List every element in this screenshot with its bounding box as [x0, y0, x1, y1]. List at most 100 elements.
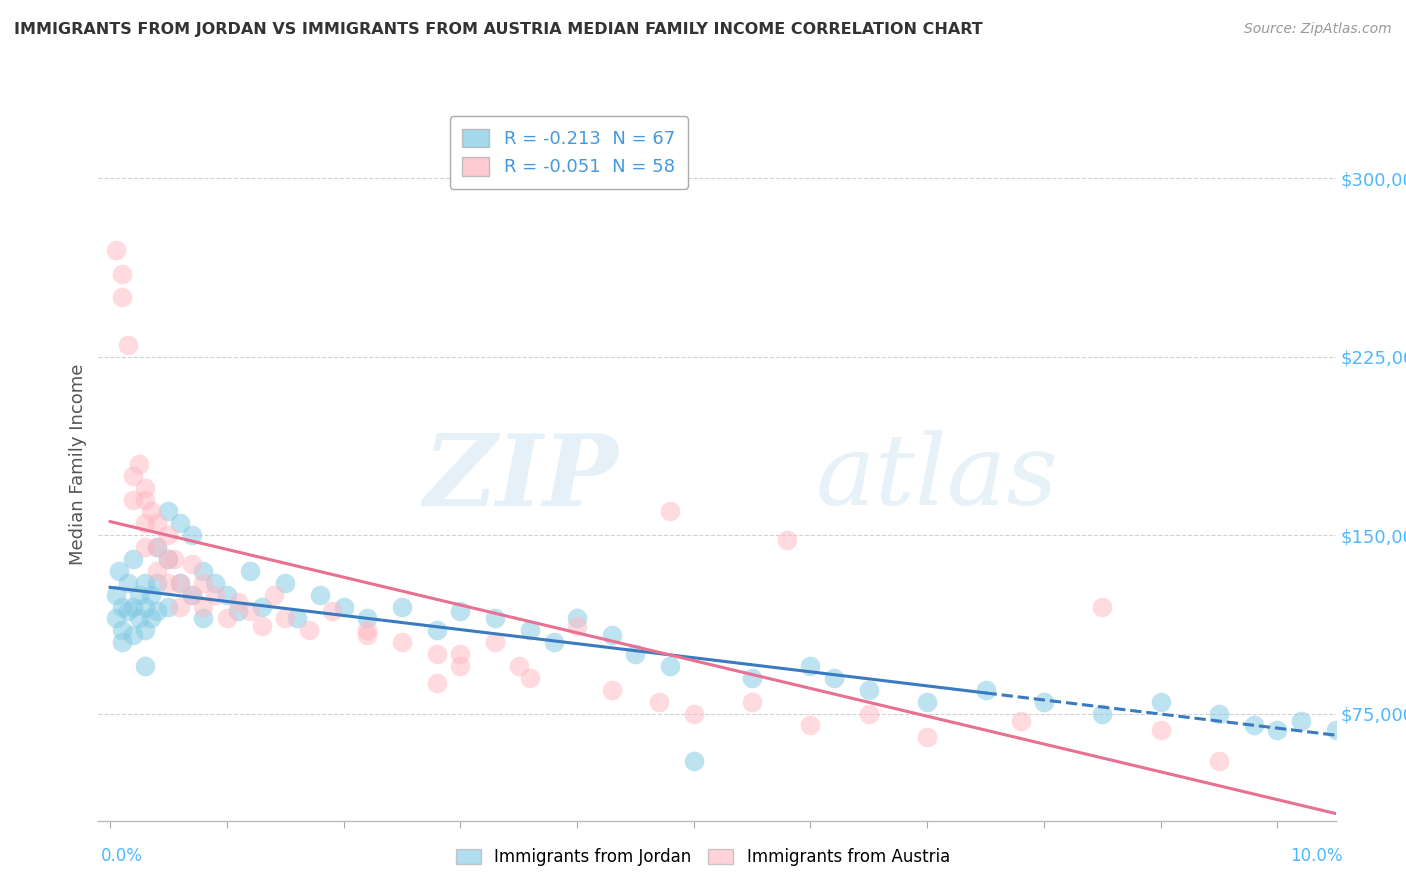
Point: [449, 604, 471, 618]
Point: [1010, 714, 1032, 728]
Point: [285, 611, 308, 625]
Point: [193, 564, 215, 578]
Point: [111, 290, 134, 304]
Point: [274, 611, 297, 625]
Point: [134, 481, 156, 495]
Point: [1091, 599, 1114, 614]
Text: 10.0%: 10.0%: [1291, 847, 1343, 865]
Point: [134, 575, 156, 590]
Point: [1289, 714, 1312, 728]
Point: [157, 599, 180, 614]
Point: [215, 588, 238, 602]
Point: [741, 671, 763, 685]
Point: [297, 624, 319, 638]
Point: [449, 659, 471, 673]
Point: [104, 611, 127, 625]
Point: [228, 604, 250, 618]
Point: [139, 588, 162, 602]
Point: [193, 611, 215, 625]
Point: [134, 516, 156, 531]
Point: [122, 492, 145, 507]
Point: [1208, 706, 1230, 721]
Point: [146, 540, 169, 554]
Point: [128, 457, 150, 471]
Point: [565, 618, 588, 632]
Point: [111, 624, 134, 638]
Point: [321, 604, 343, 618]
Point: [250, 599, 273, 614]
Point: [659, 659, 682, 673]
Point: [1032, 695, 1054, 709]
Point: [146, 564, 169, 578]
Point: [659, 504, 682, 518]
Point: [157, 552, 180, 566]
Point: [1265, 723, 1288, 738]
Point: [180, 588, 202, 602]
Legend: Immigrants from Jordan, Immigrants from Austria: Immigrants from Jordan, Immigrants from …: [447, 840, 959, 875]
Point: [508, 659, 530, 673]
Point: [1149, 723, 1171, 738]
Point: [134, 599, 156, 614]
Point: [391, 599, 413, 614]
Text: ZIP: ZIP: [423, 430, 619, 526]
Point: [117, 338, 139, 352]
Point: [915, 731, 938, 745]
Point: [134, 659, 156, 673]
Point: [239, 604, 262, 618]
Point: [309, 588, 332, 602]
Text: Source: ZipAtlas.com: Source: ZipAtlas.com: [1244, 22, 1392, 37]
Point: [108, 564, 131, 578]
Point: [111, 267, 134, 281]
Point: [146, 540, 169, 554]
Text: atlas: atlas: [815, 431, 1059, 525]
Point: [484, 611, 506, 625]
Point: [169, 599, 191, 614]
Point: [600, 682, 623, 697]
Point: [519, 624, 541, 638]
Point: [111, 599, 134, 614]
Point: [139, 611, 162, 625]
Point: [1324, 723, 1347, 738]
Point: [915, 695, 938, 709]
Point: [391, 635, 413, 649]
Point: [799, 659, 821, 673]
Point: [204, 588, 226, 602]
Point: [356, 611, 378, 625]
Point: [122, 628, 145, 642]
Point: [647, 695, 669, 709]
Point: [274, 575, 297, 590]
Text: 0.0%: 0.0%: [101, 847, 143, 865]
Point: [134, 624, 156, 638]
Point: [1208, 754, 1230, 768]
Point: [858, 706, 880, 721]
Point: [146, 516, 169, 531]
Y-axis label: Median Family Income: Median Family Income: [69, 363, 87, 565]
Point: [134, 540, 156, 554]
Point: [519, 671, 541, 685]
Point: [484, 635, 506, 649]
Point: [356, 624, 378, 638]
Point: [169, 516, 191, 531]
Point: [1243, 718, 1265, 732]
Point: [122, 468, 145, 483]
Point: [139, 504, 162, 518]
Point: [682, 754, 704, 768]
Point: [104, 588, 127, 602]
Point: [104, 243, 127, 257]
Point: [426, 675, 449, 690]
Point: [263, 588, 285, 602]
Point: [682, 706, 704, 721]
Point: [193, 575, 215, 590]
Point: [117, 575, 139, 590]
Point: [1149, 695, 1171, 709]
Point: [974, 682, 997, 697]
Point: [169, 575, 191, 590]
Point: [180, 588, 202, 602]
Point: [128, 611, 150, 625]
Point: [1360, 731, 1382, 745]
Point: [600, 628, 623, 642]
Point: [146, 604, 169, 618]
Point: [157, 552, 180, 566]
Point: [215, 611, 238, 625]
Point: [180, 557, 202, 571]
